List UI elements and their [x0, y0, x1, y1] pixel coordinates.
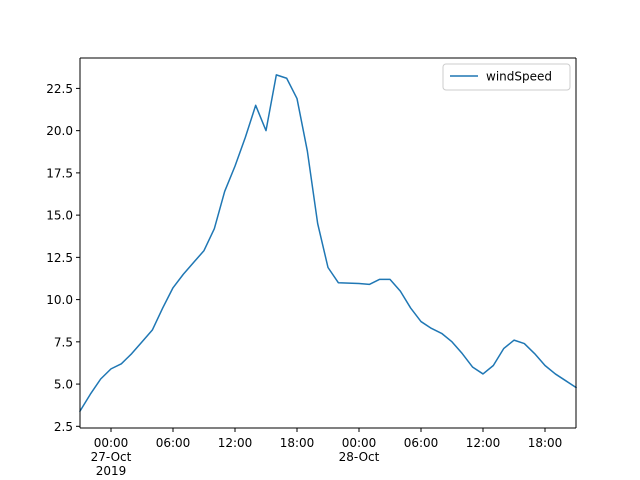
- y-tick-label: 17.5: [46, 166, 73, 180]
- x-tick-label: 06:00: [404, 436, 439, 450]
- legend: windSpeed: [442, 63, 571, 91]
- y-axis: 2.5 5.0 7.5 10.0 12.5 15.0 17.5 20.0 22.5: [46, 82, 80, 434]
- x-tick-label: 27-Oct: [91, 450, 132, 464]
- legend-box: [442, 63, 571, 91]
- x-tick-label: 12:00: [218, 436, 253, 450]
- plot-area: [80, 58, 576, 428]
- y-tick-label: 5.0: [54, 378, 73, 392]
- x-tick-label: 12:00: [466, 436, 501, 450]
- y-tick-label: 2.5: [54, 420, 73, 434]
- x-tick-label: 2019: [96, 464, 127, 478]
- y-tick-label: 7.5: [54, 335, 73, 349]
- y-tick-label: 10.0: [46, 293, 73, 307]
- y-tick-label: 22.5: [46, 82, 73, 96]
- x-tick-label: 06:00: [156, 436, 191, 450]
- x-tick-label: 00:00: [94, 436, 129, 450]
- x-tick-label: 18:00: [280, 436, 315, 450]
- y-tick-label: 15.0: [46, 209, 73, 223]
- x-tick-label: 18:00: [528, 436, 563, 450]
- y-tick-label: 20.0: [46, 124, 73, 138]
- axes-frame: [79, 57, 577, 429]
- y-tick-label: 12.5: [46, 251, 73, 265]
- series-layer: [78, 74, 578, 413]
- legend-label: windSpeed: [486, 70, 552, 84]
- x-tick-label: 28-Oct: [339, 450, 380, 464]
- series-line-windSpeed: [78, 74, 578, 413]
- x-tick-label: 00:00: [342, 436, 377, 450]
